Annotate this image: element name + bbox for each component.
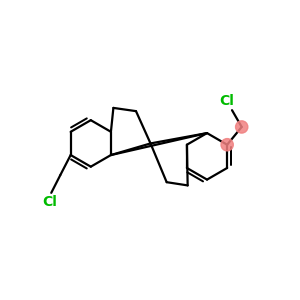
Text: Cl: Cl: [220, 94, 235, 108]
Circle shape: [221, 139, 233, 151]
Text: Cl: Cl: [42, 195, 57, 209]
Circle shape: [236, 121, 248, 133]
